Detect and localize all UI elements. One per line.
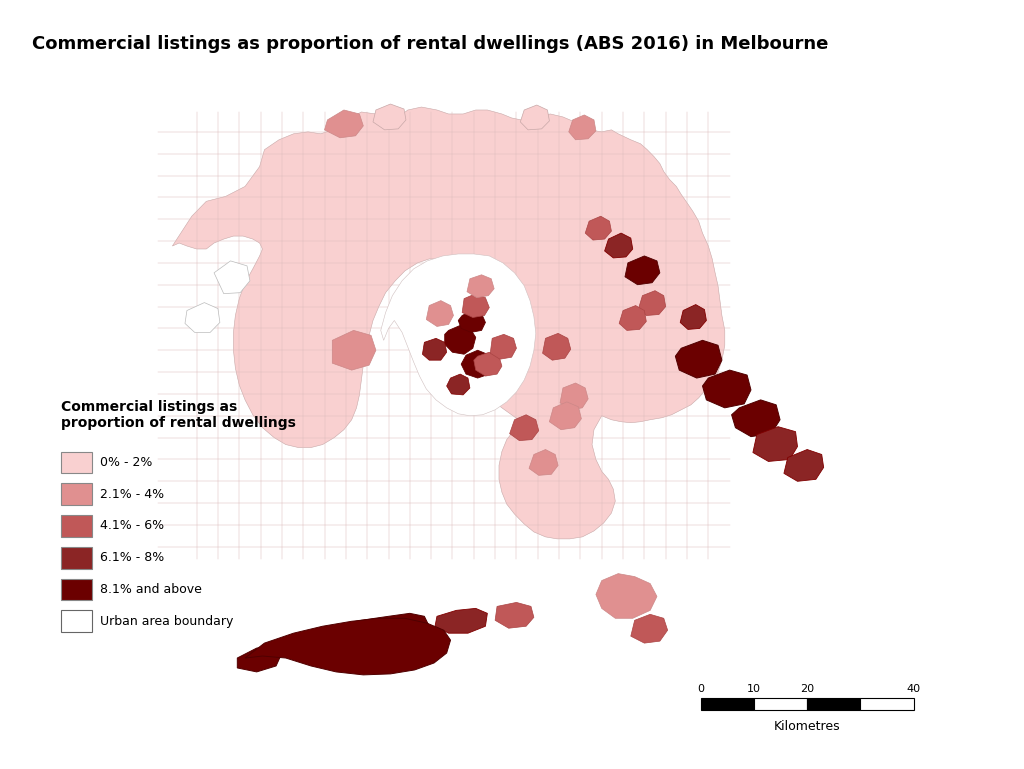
Polygon shape [731,400,780,437]
Polygon shape [550,402,582,430]
Bar [60,547,92,568]
Polygon shape [676,341,722,378]
Text: 4.1% - 6%: 4.1% - 6% [99,520,164,532]
Polygon shape [185,302,220,332]
Polygon shape [490,335,516,359]
Polygon shape [680,305,707,329]
Polygon shape [245,618,451,675]
Text: 2.1% - 4%: 2.1% - 4% [99,488,164,501]
Polygon shape [373,104,406,130]
Polygon shape [474,352,502,376]
Polygon shape [625,256,659,285]
Text: Commercial listings as
proportion of rental dwellings: Commercial listings as proportion of ren… [60,400,296,430]
Polygon shape [462,294,489,318]
Polygon shape [426,301,454,326]
Bar [700,697,754,710]
Polygon shape [423,338,446,360]
Bar [60,515,92,537]
Polygon shape [510,414,539,441]
Bar [807,697,860,710]
Polygon shape [172,107,725,539]
Text: Urban area boundary: Urban area boundary [99,614,233,628]
Text: 20: 20 [800,684,814,694]
Polygon shape [325,110,364,138]
Polygon shape [279,614,429,660]
Polygon shape [381,254,536,416]
Polygon shape [461,350,493,378]
Polygon shape [631,614,668,643]
Bar [754,697,807,710]
Polygon shape [639,291,666,315]
Polygon shape [529,450,558,475]
Bar [60,483,92,505]
Text: 0% - 2%: 0% - 2% [99,456,153,469]
Polygon shape [459,311,485,332]
Polygon shape [586,216,611,240]
Polygon shape [620,305,646,331]
Polygon shape [784,450,823,481]
Bar [860,697,913,710]
Text: 40: 40 [906,684,921,694]
Polygon shape [560,383,588,410]
Polygon shape [568,115,596,140]
Polygon shape [753,427,798,461]
Polygon shape [604,233,633,258]
Text: 10: 10 [746,684,761,694]
Polygon shape [444,325,476,355]
Polygon shape [467,275,495,298]
Polygon shape [446,374,470,395]
Polygon shape [702,370,751,408]
Text: 6.1% - 8%: 6.1% - 8% [99,551,164,564]
Text: Kilometres: Kilometres [774,720,841,733]
Bar [60,611,92,632]
Polygon shape [596,574,657,618]
Polygon shape [520,105,550,130]
Text: 8.1% and above: 8.1% and above [99,583,202,596]
Polygon shape [543,334,570,360]
Polygon shape [435,608,487,633]
Polygon shape [238,646,282,672]
Text: 0: 0 [697,684,705,694]
Bar [60,451,92,474]
Bar [60,578,92,601]
Text: Commercial listings as proportion of rental dwellings (ABS 2016) in Melbourne: Commercial listings as proportion of ren… [32,35,828,52]
Polygon shape [333,331,376,370]
Polygon shape [496,602,534,628]
Polygon shape [214,261,250,294]
